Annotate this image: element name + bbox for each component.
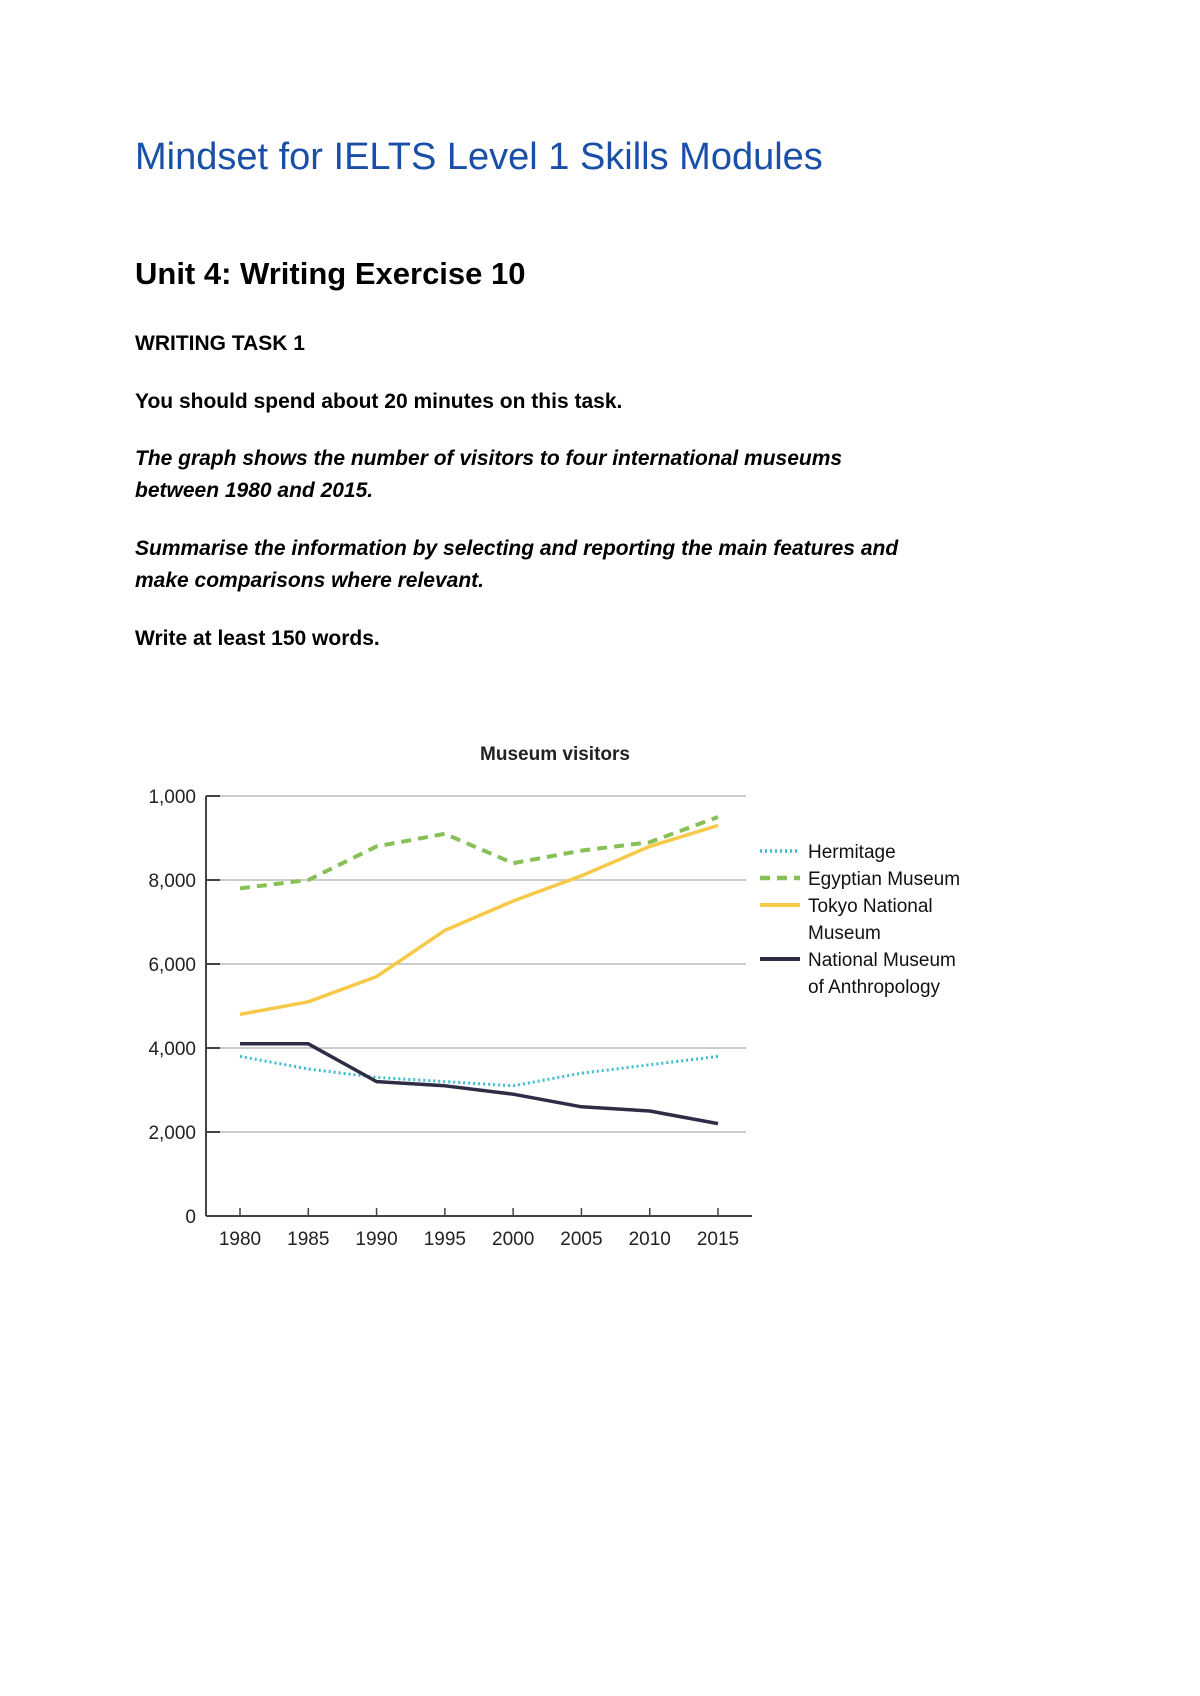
x-tick-label: 1980: [219, 1229, 261, 1250]
x-tick-label: 1995: [424, 1229, 466, 1250]
document-title: Mindset for IELTS Level 1 Skills Modules: [135, 136, 823, 178]
y-tick-label: 8,000: [148, 871, 196, 892]
legend-label: Hermitage: [808, 842, 896, 863]
task-label: WRITING TASK 1: [135, 332, 305, 355]
legend-label: of Anthropology: [808, 977, 941, 998]
series-line-national-museum-of-anthropology: [240, 1042, 719, 1126]
task-prompt: The graph shows the number of visitors t…: [135, 443, 1055, 507]
word-count-instruction: Write at least 150 words.: [135, 627, 380, 650]
x-tick-label: 1990: [355, 1229, 397, 1250]
x-tick-label: 2005: [560, 1229, 602, 1250]
y-tick-label: 4,000: [148, 1039, 196, 1060]
museum-visitors-chart: Museum visitors 0 2,000 4,000 6,000 8,000 1,0…: [148, 744, 960, 1250]
y-tick-label: 1,000: [148, 787, 196, 808]
y-tick-label: 2,000: [148, 1123, 196, 1144]
series-line-hermitage: [239, 1054, 719, 1088]
legend-label: Egyptian Museum: [808, 869, 960, 890]
y-tick-label: 0: [185, 1207, 196, 1228]
x-tick-label: 2000: [492, 1229, 534, 1250]
legend-label: Museum: [808, 923, 881, 944]
x-tick-label: 1985: [287, 1229, 329, 1250]
legend-label: National Museum: [808, 950, 956, 971]
y-tick-label: 6,000: [148, 955, 196, 976]
x-tick-label: 2010: [629, 1229, 671, 1250]
x-tick-label: 2015: [697, 1229, 739, 1250]
summary-instruction: Summarise the information by selecting a…: [135, 533, 1055, 597]
task-prompt-line: between 1980 and 2015.: [135, 479, 374, 502]
series-line-tokyo-national-museum: [239, 823, 719, 1017]
summary-instruction-line: Summarise the information by selecting a…: [135, 537, 899, 560]
task-prompt-line: The graph shows the number of visitors t…: [135, 447, 843, 470]
series-line-egyptian-museum: [239, 815, 719, 891]
summary-instruction-line: make comparisons where relevant.: [135, 569, 484, 592]
time-instruction: You should spend about 20 minutes on thi…: [135, 390, 623, 413]
legend-label: Tokyo National: [808, 896, 933, 917]
unit-title: Unit 4: Writing Exercise 10: [135, 256, 526, 291]
chart-title: Museum visitors: [480, 744, 630, 765]
